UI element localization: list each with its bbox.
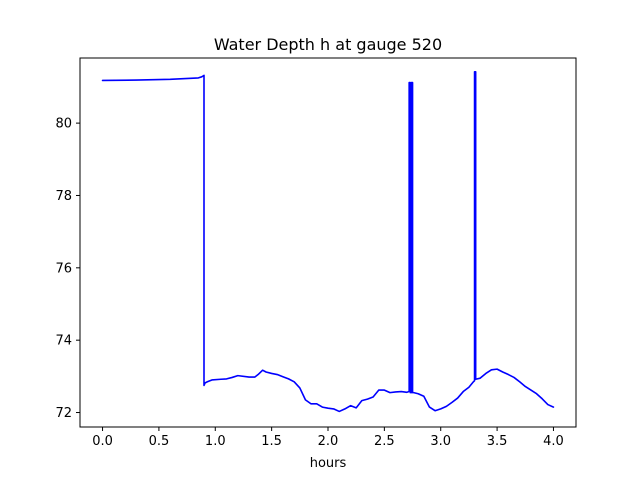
x-tick-label: 1.5 (261, 434, 282, 449)
x-tick-label: 4.0 (543, 434, 564, 449)
x-tick-label: 3.0 (430, 434, 451, 449)
y-tick-label: 80 (55, 117, 72, 132)
y-tick-label: 76 (55, 261, 72, 276)
x-tick-label: 0.0 (92, 434, 113, 449)
x-tick-label: 2.5 (374, 434, 395, 449)
y-axis-ticks: 72 74 76 78 80 (55, 117, 80, 421)
x-axis-label: hours (310, 456, 347, 471)
plot-area: 0.0 0.5 1.0 1.5 2.0 2.5 3.0 3.5 4.0 72 74 76 78 80 (55, 57, 577, 449)
y-tick-label: 72 (55, 406, 72, 421)
x-tick-label: 2.0 (318, 434, 339, 449)
x-tick-label: 3.5 (487, 434, 508, 449)
x-tick-label: 0.5 (149, 434, 170, 449)
series-line-0 (101, 70, 555, 413)
y-tick-label: 78 (55, 189, 72, 204)
series-layer (101, 70, 555, 413)
x-tick-label: 1.0 (205, 434, 226, 449)
chart-title: Water Depth h at gauge 520 (214, 35, 442, 54)
y-tick-label: 74 (55, 334, 72, 349)
x-axis-ticks: 0.0 0.5 1.0 1.5 2.0 2.5 3.0 3.5 4.0 (92, 427, 564, 449)
